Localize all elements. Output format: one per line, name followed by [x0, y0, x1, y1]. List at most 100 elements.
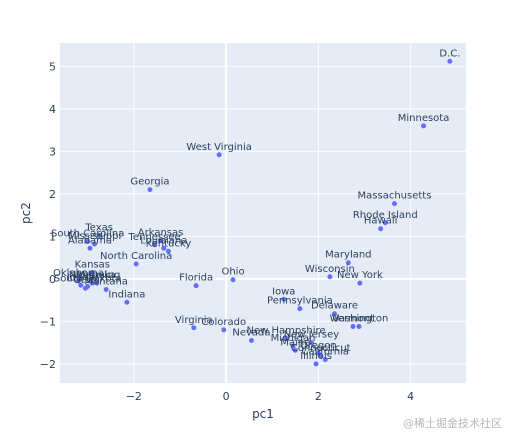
data-label: Kansas [75, 260, 110, 271]
data-point [357, 280, 363, 286]
data-point [103, 287, 109, 292]
data-point [96, 233, 102, 239]
data-point [161, 245, 167, 251]
grid-lines [60, 43, 466, 383]
data-label: Connecticut [291, 343, 351, 354]
data-markers [75, 58, 453, 367]
data-label: Georgia [130, 177, 169, 188]
y-axis-label: pc2 [19, 202, 33, 224]
data-label: South Dakota [54, 274, 122, 285]
data-point [378, 226, 384, 232]
data-label: Kentucky [146, 238, 192, 249]
data-label: Idaho [67, 272, 95, 283]
data-label: New Hampshire [247, 325, 326, 336]
data-point [322, 357, 328, 363]
y-tick-label: 4 [49, 103, 56, 116]
plot-background [60, 43, 466, 383]
data-label: Texas [84, 223, 113, 234]
data-point [82, 285, 88, 291]
data-point [313, 361, 319, 367]
data-point [308, 340, 314, 346]
data-point [350, 323, 356, 329]
data-label: North Carolina [100, 251, 172, 262]
data-point [356, 323, 362, 329]
y-tick-label: 5 [49, 60, 56, 73]
x-tick-label: 4 [407, 390, 414, 403]
data-point [89, 270, 95, 275]
data-label: Wyoming [73, 270, 120, 281]
data-point [345, 260, 351, 266]
data-point [283, 335, 289, 341]
data-point [216, 152, 222, 158]
data-label: Colorado [201, 317, 246, 328]
x-tick-label: 2 [315, 390, 322, 403]
data-point [124, 299, 130, 305]
data-label: Mississippi [68, 231, 121, 242]
data-point [281, 296, 287, 302]
data-label: Nebraska [69, 270, 116, 281]
data-point [292, 347, 298, 353]
data-label: Ohio [221, 267, 244, 278]
data-point [382, 220, 388, 226]
data-point [87, 245, 93, 251]
data-label: Hawaii [364, 216, 398, 227]
data-label: Michigan [271, 333, 316, 344]
data-point [391, 201, 397, 207]
data-label: West Virginia [186, 142, 251, 153]
data-label: Maine [280, 337, 310, 348]
data-label: Vermont [332, 313, 374, 324]
data-label: Florida [179, 273, 213, 284]
data-label: Indiana [108, 289, 145, 300]
data-label: Alabama [68, 235, 112, 246]
data-label: Washington [330, 313, 389, 324]
data-point [230, 277, 236, 283]
data-point [165, 248, 171, 254]
data-label: Virginia [175, 315, 213, 326]
data-label: Oklahoma [53, 268, 104, 279]
data-point [85, 238, 91, 244]
data-labels: D.C. Minnesota West Virginia Georgia Massach… [51, 48, 460, 362]
data-label: Massachusetts [358, 191, 432, 202]
data-point [248, 338, 254, 343]
data-point [318, 353, 324, 359]
x-tick-labels: −2 0 2 4 [126, 390, 414, 403]
data-point [75, 278, 81, 284]
data-point [158, 238, 164, 244]
data-label: Minnesota [398, 113, 450, 124]
data-point [193, 283, 199, 289]
y-tick-label: 0 [49, 273, 56, 286]
data-label: California [302, 347, 350, 358]
data-label: Iowa [272, 286, 295, 297]
data-point [89, 280, 95, 286]
data-label: Nevada [232, 328, 270, 339]
data-point [290, 343, 296, 349]
data-label: Wisconsin [305, 264, 355, 275]
data-label: Arkansas [138, 228, 184, 239]
x-tick-label: 0 [223, 390, 230, 403]
y-tick-label: 1 [49, 230, 56, 243]
data-label: Oregon [300, 340, 337, 351]
data-label: Pennsylvania [267, 296, 333, 307]
data-point [221, 327, 227, 333]
data-label: Louisiana [140, 235, 187, 246]
data-point [78, 282, 84, 288]
y-tick-labels: −2 −1 0 1 2 3 4 5 [40, 60, 56, 371]
data-point [191, 325, 197, 331]
data-point [152, 242, 158, 248]
data-point [133, 261, 139, 267]
data-label: Montana [84, 277, 128, 288]
data-point [92, 241, 98, 247]
data-label: New York [337, 270, 383, 281]
x-tick-label: −2 [126, 390, 142, 403]
data-label: South Carolina [51, 228, 124, 239]
y-tick-label: −2 [40, 358, 56, 371]
data-label: Maryland [325, 250, 371, 261]
data-label: Utah [74, 275, 98, 286]
data-point [421, 123, 427, 129]
data-label: New Jersey [284, 330, 340, 341]
data-label: Delaware [311, 301, 358, 312]
y-tick-label: 3 [49, 145, 56, 158]
watermark: @稀土掘金技术社区 [403, 417, 502, 430]
x-axis-label: pc1 [252, 407, 274, 421]
